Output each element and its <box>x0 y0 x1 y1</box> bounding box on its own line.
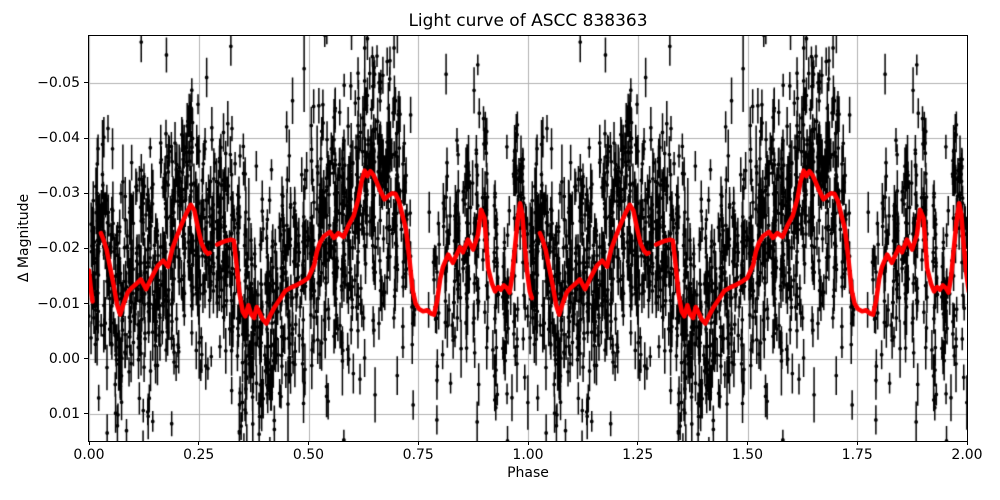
x-tick-mark <box>527 441 529 445</box>
y-tick-label: 0.00 <box>48 350 80 367</box>
x-tick-mark <box>88 441 90 445</box>
y-tick-label: −0.05 <box>37 74 80 91</box>
x-tick-label: 1.75 <box>841 447 873 463</box>
y-tick-mark <box>84 82 88 84</box>
y-tick-label: −0.01 <box>37 295 80 312</box>
x-tick-mark <box>856 441 858 445</box>
y-tick-mark <box>84 247 88 249</box>
y-tick-mark <box>84 413 88 415</box>
x-tick-mark <box>637 441 639 445</box>
x-tick-label: 1.00 <box>512 447 544 463</box>
y-tick-label: −0.04 <box>37 130 80 147</box>
y-tick-label: −0.02 <box>37 240 80 257</box>
x-tick-mark <box>308 441 309 445</box>
y-tick-mark <box>84 192 88 194</box>
x-tick-label: 0.25 <box>183 447 215 463</box>
x-axis-label: Phase <box>507 465 549 481</box>
chart-title: Light curve of ASCC 838363 <box>408 11 648 31</box>
x-tick-mark <box>417 441 419 445</box>
x-tick-mark <box>747 441 748 445</box>
plot-area <box>88 35 968 442</box>
x-tick-label: 1.25 <box>622 447 654 463</box>
y-tick-mark <box>84 137 88 139</box>
x-tick-label: 2.00 <box>951 447 983 463</box>
y-axis-label: Δ Magnitude <box>16 193 32 283</box>
x-tick-mark <box>198 441 200 445</box>
y-tick-label: −0.03 <box>37 185 80 202</box>
y-tick-label: 0.01 <box>48 405 80 422</box>
x-tick-label: 0.00 <box>73 447 105 463</box>
x-tick-label: 0.50 <box>292 447 325 463</box>
y-tick-mark <box>84 303 88 305</box>
x-tick-label: 0.75 <box>402 447 434 463</box>
light-curve-canvas <box>89 36 967 441</box>
x-tick-mark <box>966 441 968 445</box>
x-tick-label: 1.50 <box>731 447 764 463</box>
y-tick-mark <box>84 358 88 360</box>
